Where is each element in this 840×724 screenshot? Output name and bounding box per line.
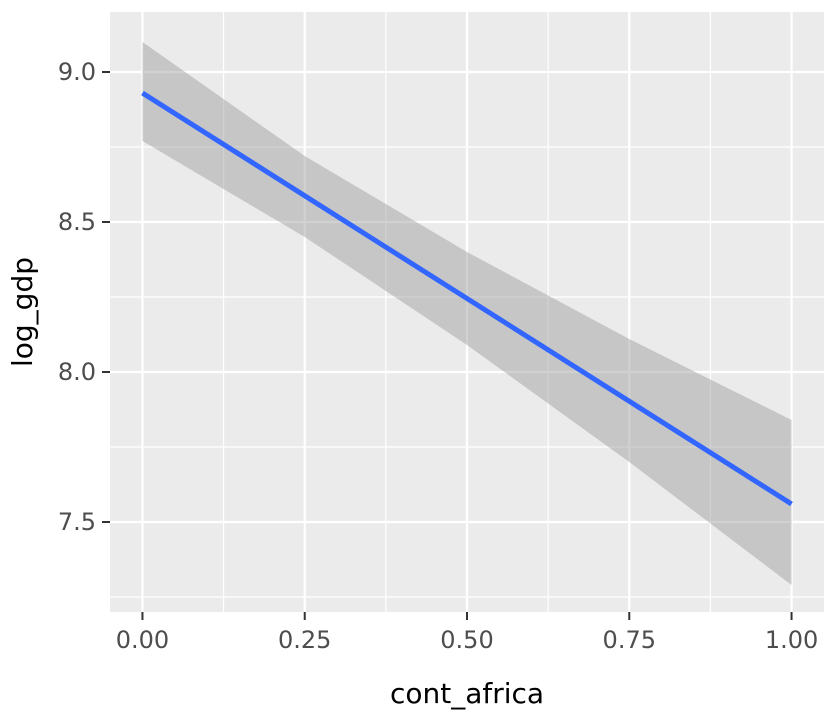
x-tick-label: 0.25 — [278, 626, 331, 654]
y-tick-label: 8.5 — [58, 208, 96, 236]
x-tick-label: 1.00 — [765, 626, 818, 654]
x-tick-label: 0.50 — [440, 626, 493, 654]
y-tick-label: 9.0 — [58, 58, 96, 86]
x-tick-label: 0.00 — [116, 626, 169, 654]
y-tick-label: 8.0 — [58, 358, 96, 386]
y-axis-title: log_gdp — [6, 257, 39, 367]
chart-layer: 0.00 0.25 0.50 0.75 1.00 7.5 8.0 8.5 9.0 — [58, 12, 824, 654]
regression-line — [141, 90, 793, 507]
x-tick-label: 0.75 — [603, 626, 656, 654]
x-axis-title: cont_africa — [390, 677, 544, 710]
confidence-ribbon — [142, 42, 792, 585]
y-tick-label: 7.5 — [58, 508, 96, 536]
